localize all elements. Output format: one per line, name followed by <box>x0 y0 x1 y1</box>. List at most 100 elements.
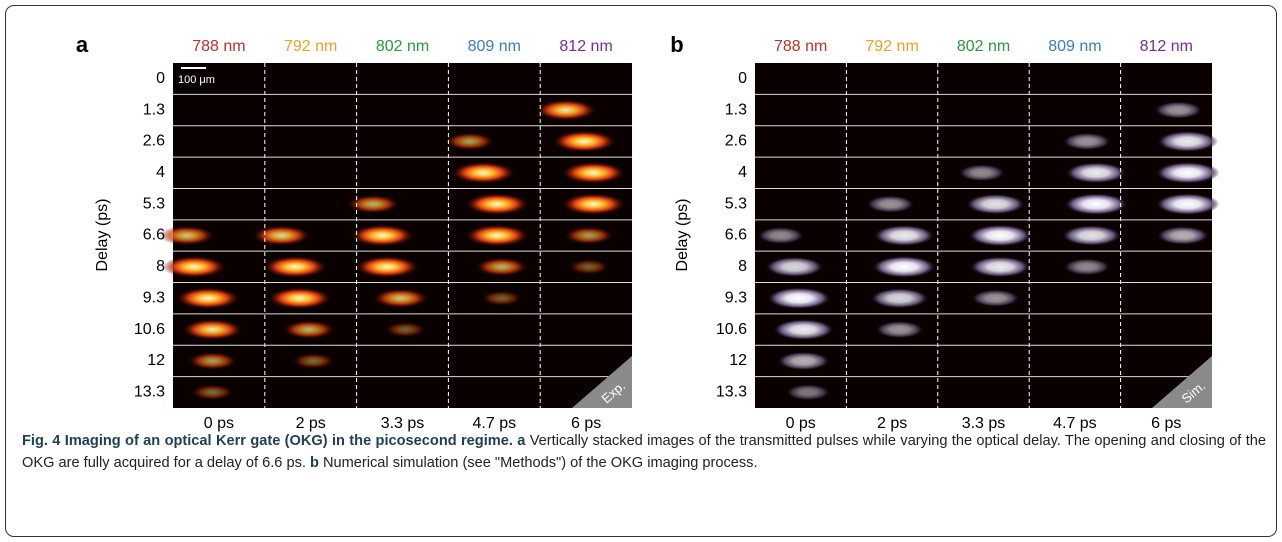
wavelength-label: 812 nm <box>1140 38 1193 55</box>
pulse-image <box>159 225 215 246</box>
pulse-image <box>1155 161 1220 184</box>
delay-label: 9.3 <box>143 289 165 306</box>
caption-bold: b <box>309 455 319 471</box>
figure: a 788 nm 0 ps 792 nm 2 ps 802 nm 3.3 ps 809 nm 4… <box>76 32 1220 432</box>
y-axis-label: Delay (ps) <box>94 199 111 272</box>
pulse-image <box>872 255 937 278</box>
pulse-image <box>766 287 831 310</box>
pulse-image <box>350 224 415 247</box>
pulse-image <box>282 320 336 339</box>
delay-label: 12 <box>147 352 165 369</box>
pulse-image <box>772 318 835 341</box>
wavelength-label: 792 nm <box>284 38 337 55</box>
delay-label: 13.3 <box>134 384 165 401</box>
pulse-image <box>451 161 516 184</box>
pulse-image <box>971 289 1020 308</box>
corner-tag <box>1152 356 1212 408</box>
time-label: 3.3 ps <box>962 415 1006 432</box>
delay-label: 5.3 <box>725 195 747 212</box>
caption-text: Numerical simulation (see "Methods") of … <box>318 455 758 471</box>
delay-label: 10.6 <box>716 321 747 338</box>
pulse-image <box>191 384 235 401</box>
time-label: 0 ps <box>204 415 234 432</box>
pulse-image <box>372 288 429 309</box>
time-label: 3.3 ps <box>381 415 425 432</box>
wavelength-label: 809 nm <box>1048 38 1101 55</box>
caption-bold: a <box>512 433 526 449</box>
wavelength-label: 788 nm <box>192 38 245 55</box>
time-label: 2 ps <box>877 415 907 432</box>
time-label: 4.7 ps <box>473 415 517 432</box>
pulse-image <box>480 290 523 307</box>
pulse-image <box>870 288 929 309</box>
delay-label: 5.3 <box>143 195 165 212</box>
delay-label: 6.6 <box>143 227 165 244</box>
pulse-image <box>354 255 419 278</box>
panel-label: a <box>76 32 89 57</box>
pulse-image <box>1156 226 1210 245</box>
pulse-image <box>757 226 805 245</box>
pulse-image <box>969 256 1031 278</box>
pulse-image <box>777 351 830 371</box>
figure-frame <box>5 5 1277 537</box>
pulse-image <box>968 224 1033 247</box>
time-label: 6 ps <box>571 415 601 432</box>
pulse-image <box>965 193 1026 215</box>
pulse-image <box>1155 193 1220 216</box>
wavelength-label: 802 nm <box>957 38 1010 55</box>
delay-label: 0 <box>738 70 747 87</box>
pulse-image <box>873 224 935 247</box>
delay-label: 1.3 <box>725 101 747 118</box>
pulses <box>757 101 1220 401</box>
delay-label: 12 <box>729 352 747 369</box>
pulse-image <box>1063 258 1111 276</box>
pulse-image <box>561 193 626 216</box>
pulse-image <box>384 321 427 338</box>
wavelength-label: 802 nm <box>376 38 429 55</box>
delay-label: 4 <box>156 164 165 181</box>
pulse-image <box>958 164 1006 182</box>
time-label: 2 ps <box>296 415 326 432</box>
pulse-image <box>346 194 400 214</box>
pulse-image <box>568 259 610 275</box>
pulse-image <box>1154 101 1203 119</box>
wavelength-label: 812 nm <box>559 38 612 55</box>
pulse-image <box>1065 162 1127 184</box>
pulse-image <box>535 99 597 121</box>
delay-label: 0 <box>156 70 165 87</box>
pulse-image <box>1061 225 1122 246</box>
wavelength-label: 788 nm <box>774 38 827 55</box>
pulse-image <box>563 226 614 245</box>
pulse-image <box>465 193 530 216</box>
pulse-image <box>252 225 311 246</box>
pulse-image <box>875 320 924 339</box>
delay-label: 4 <box>738 164 747 181</box>
pulse-image <box>552 130 617 153</box>
delay-label: 9.3 <box>725 289 747 306</box>
caption-text: Vertically stacked images of the transmi… <box>22 433 1267 471</box>
caption: Fig. 4 Imaging of an optical Kerr gate (… <box>22 430 1266 474</box>
pulse-image <box>187 351 238 370</box>
pulse-image <box>1062 132 1112 151</box>
delay-label: 2.6 <box>725 133 747 150</box>
pulse-image <box>866 195 915 213</box>
delay-label: 6.6 <box>725 227 747 244</box>
pulse-image <box>292 352 336 369</box>
time-label: 0 ps <box>786 415 816 432</box>
pulse-image <box>263 255 328 278</box>
pulse-image <box>444 132 495 151</box>
caption-bold: Fig. 4 Imaging of an optical Kerr gate (… <box>22 433 513 449</box>
pulses <box>159 99 626 401</box>
pulse-image <box>475 257 529 277</box>
pulse-image <box>267 287 332 310</box>
delay-label: 8 <box>156 258 165 275</box>
y-axis-label: Delay (ps) <box>674 199 691 272</box>
pulse-image <box>785 384 831 401</box>
scale-bar-label: 100 μm <box>178 74 215 86</box>
pulse-image <box>1156 130 1219 153</box>
pulse-image <box>561 161 626 184</box>
corner-tag <box>572 356 632 408</box>
delay-label: 13.3 <box>716 384 747 401</box>
panel-label: b <box>670 32 683 57</box>
